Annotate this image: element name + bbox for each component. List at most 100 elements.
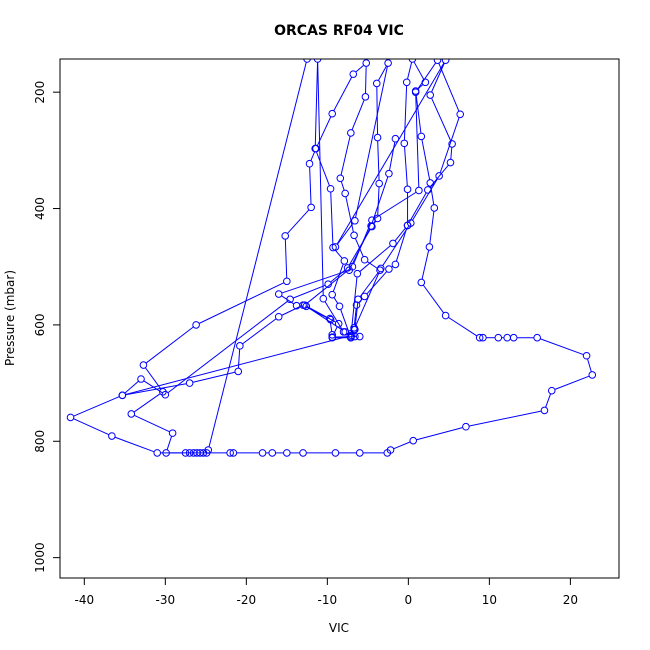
series-line-segment — [416, 427, 463, 441]
series-line-segment — [355, 271, 380, 327]
data-point — [582, 351, 591, 360]
data-point — [353, 269, 362, 278]
data-point — [421, 78, 430, 87]
series-line-segment — [355, 66, 388, 218]
data-point — [340, 257, 349, 265]
series-line-segment — [587, 358, 592, 372]
series-line-segment — [351, 99, 365, 130]
data-point — [258, 449, 267, 457]
data-point — [328, 290, 337, 299]
series-line-segment — [333, 297, 339, 304]
data-point — [503, 333, 512, 342]
data-point — [415, 186, 423, 195]
data-point — [292, 301, 301, 310]
data-point — [417, 278, 426, 287]
series-line-segment — [353, 308, 357, 325]
series-line-segment — [334, 249, 343, 259]
series-line-segment — [554, 375, 590, 390]
data-point — [331, 243, 340, 251]
series-line-segment — [307, 268, 351, 304]
data-point — [360, 255, 369, 264]
data-point — [389, 239, 397, 248]
data-point — [350, 231, 358, 240]
x-tick-label: -40 — [74, 593, 94, 607]
series-line-segment — [284, 239, 288, 278]
series-line-segment — [376, 86, 379, 135]
series-line-segment — [350, 277, 358, 334]
series-line-segment — [208, 62, 307, 447]
series-line-segment — [389, 142, 396, 171]
series-line-segment — [429, 211, 435, 244]
data-point — [360, 292, 369, 301]
data-point — [355, 332, 364, 341]
y-tick-label: 200 — [33, 81, 47, 104]
data-point — [441, 59, 450, 64]
series-line-segment — [404, 146, 408, 186]
data-point — [326, 184, 335, 193]
series-line-segment — [73, 418, 109, 436]
data-point — [193, 449, 201, 457]
data-point — [324, 280, 332, 288]
data-point — [283, 277, 291, 286]
data-point — [385, 265, 393, 273]
data-point — [108, 432, 116, 440]
series-line-segment — [393, 441, 411, 450]
data-point — [446, 158, 455, 167]
series-line-segment — [348, 329, 351, 332]
data-point — [334, 319, 343, 328]
series-line-segment — [336, 62, 445, 245]
series-line-segment — [309, 167, 312, 204]
series-line-segment — [365, 66, 367, 94]
data-point — [345, 266, 354, 275]
series-line-segment — [395, 228, 407, 262]
series-line-segment — [366, 271, 387, 295]
data-point — [402, 78, 411, 87]
data-point — [226, 449, 234, 457]
series-line-segment — [281, 306, 301, 316]
data-point — [234, 367, 243, 376]
series-line-segment — [403, 85, 408, 140]
data-point — [588, 371, 597, 379]
data-point — [274, 312, 283, 321]
y-tick-label: 800 — [33, 430, 47, 453]
data-point — [426, 179, 435, 187]
series-line-segment — [422, 284, 444, 314]
data-point — [424, 186, 432, 194]
data-point — [462, 422, 470, 431]
data-point — [349, 70, 358, 78]
data-point — [347, 332, 355, 341]
data-point — [229, 449, 238, 457]
data-point — [281, 232, 290, 240]
data-point — [475, 333, 484, 342]
data-point — [139, 361, 148, 369]
data-point — [274, 290, 283, 298]
data-point — [328, 333, 337, 341]
data-point — [426, 91, 435, 99]
data-point — [66, 413, 75, 422]
series-line-segment — [333, 76, 353, 111]
data-point — [168, 429, 177, 437]
data-point — [391, 260, 400, 269]
data-point — [181, 449, 190, 457]
data-point — [283, 449, 291, 457]
data-point — [347, 129, 355, 137]
series-line-segment — [431, 63, 445, 93]
data-point — [331, 449, 340, 457]
series-line-segment — [438, 63, 460, 112]
x-tick-label: 0 — [405, 593, 413, 607]
data-point — [411, 88, 420, 96]
data-point — [302, 302, 311, 311]
series-line-segment — [545, 393, 552, 408]
series-line-segment — [354, 302, 359, 327]
data-point — [137, 375, 145, 383]
series-line-segment — [415, 94, 422, 133]
y-tick-label: 1000 — [33, 542, 47, 573]
series-line-segment — [413, 61, 425, 80]
series-line-segment — [242, 318, 277, 345]
series-line-segment — [407, 62, 413, 79]
data-point — [118, 391, 127, 400]
x-tick-label: 10 — [482, 593, 497, 607]
chart-title: ORCAS RF04 VIC — [274, 23, 404, 39]
data-point — [305, 159, 314, 168]
data-point — [509, 333, 518, 342]
